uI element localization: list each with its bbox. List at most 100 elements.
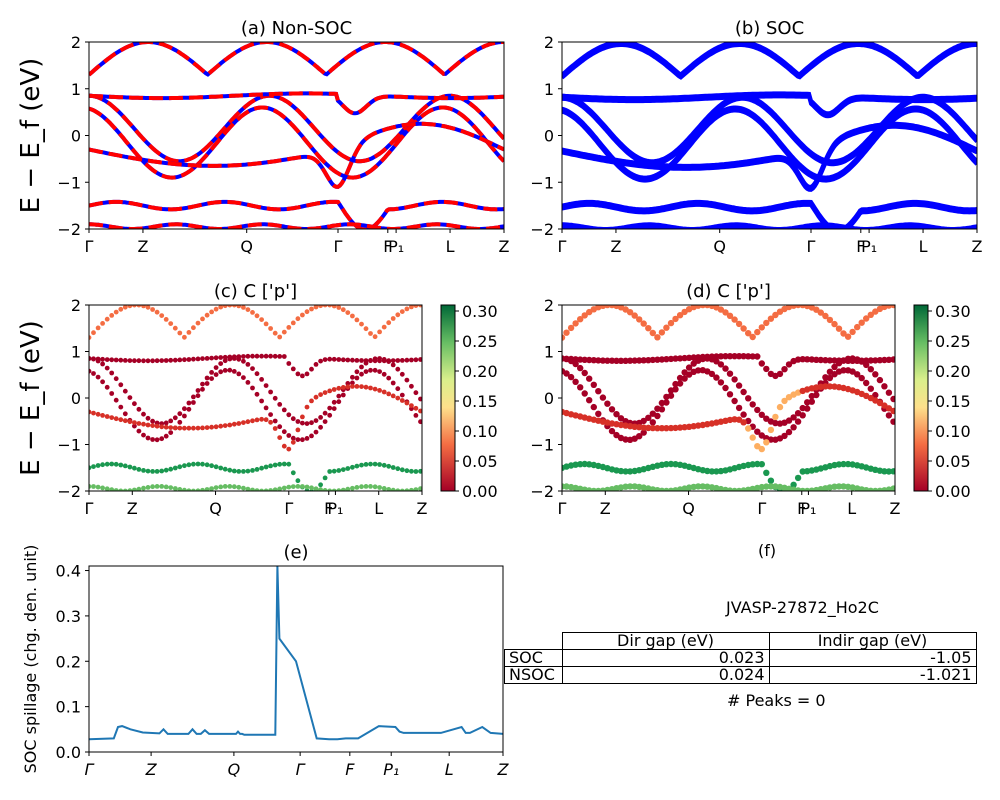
band-point	[182, 413, 187, 419]
band-point	[200, 316, 205, 322]
band-point	[268, 412, 273, 417]
band-point	[290, 470, 296, 476]
xtick-label: Z	[145, 760, 158, 779]
band-point	[222, 484, 228, 489]
band-point	[254, 391, 260, 397]
band-point	[213, 365, 219, 370]
band-point	[277, 424, 283, 430]
band-point	[863, 379, 870, 387]
band-point	[340, 392, 346, 398]
band-point	[304, 309, 310, 315]
band-point	[399, 309, 405, 314]
band-point	[345, 466, 351, 471]
band-point	[626, 309, 634, 316]
band-point	[377, 369, 382, 374]
xtick-label: P₁	[327, 499, 343, 518]
xtick-label: Γ	[296, 760, 306, 779]
band-point	[885, 356, 893, 363]
band-point	[163, 358, 169, 363]
band-point	[322, 475, 328, 481]
band-point	[731, 376, 738, 383]
band-point	[363, 326, 369, 332]
band-point	[649, 356, 656, 364]
band-point	[667, 392, 675, 399]
band-point	[127, 464, 133, 470]
band-point	[885, 412, 893, 419]
ytick-label: −1	[57, 436, 81, 455]
band-point	[154, 469, 160, 474]
band-point	[881, 356, 888, 364]
band-point	[817, 383, 824, 390]
band-point	[840, 367, 847, 374]
band-point	[872, 391, 879, 399]
band-point	[409, 487, 414, 491]
band-point	[300, 373, 305, 379]
band-point	[695, 483, 702, 490]
band-point	[395, 466, 401, 472]
band-point	[281, 354, 287, 359]
band-point	[345, 357, 351, 363]
band-line	[89, 199, 504, 229]
xtick-label: Γ	[558, 237, 567, 256]
band-point	[599, 394, 607, 401]
band-point	[218, 369, 224, 375]
band-point	[359, 364, 364, 370]
band-line	[562, 199, 977, 229]
band-point	[418, 408, 422, 414]
band-point	[150, 307, 156, 312]
band-point	[318, 487, 323, 491]
ytick-label: 0.2	[56, 652, 81, 671]
band-point	[118, 462, 124, 468]
band-point	[141, 411, 146, 417]
xtick-label: Γ	[85, 499, 94, 518]
band-point	[336, 385, 342, 391]
band-point	[200, 356, 205, 361]
colorbar-tick-label: 0.30	[462, 302, 498, 321]
band-point	[881, 383, 888, 390]
band-point	[104, 414, 110, 419]
panel-title-d: (d) C ['p']	[686, 281, 771, 302]
band-point	[89, 409, 92, 415]
colorbar-tick-label: 0.10	[935, 422, 971, 441]
band-point	[885, 468, 893, 475]
band-point	[141, 468, 146, 473]
band-point	[359, 358, 364, 363]
band-point	[763, 415, 770, 422]
band-point	[191, 425, 196, 431]
xtick-label: P₁	[800, 499, 816, 518]
band-point	[645, 424, 652, 432]
band-point	[127, 305, 133, 309]
band-point	[241, 485, 246, 491]
band-point	[204, 487, 210, 491]
band-point	[395, 358, 401, 363]
band-point	[245, 380, 251, 385]
band-point	[331, 399, 337, 405]
band-point	[626, 483, 634, 490]
xtick-label: F	[383, 237, 392, 256]
band-point	[136, 358, 142, 364]
band-point	[336, 305, 342, 310]
ytick-label: −1	[530, 173, 554, 192]
band-point	[141, 485, 146, 491]
band-point	[168, 466, 174, 472]
band-point	[300, 414, 305, 420]
band-point	[150, 469, 156, 474]
band-point	[168, 485, 174, 490]
band-point	[104, 461, 110, 467]
band-point	[263, 488, 269, 491]
panel-title-a: (a) Non-SOC	[241, 18, 352, 39]
band-point	[636, 316, 643, 323]
band-point	[581, 356, 588, 363]
band-point	[636, 433, 643, 440]
band-point	[340, 307, 346, 313]
band-point	[304, 404, 310, 410]
band-point	[236, 371, 242, 377]
band-point	[122, 305, 128, 310]
band-point	[263, 464, 269, 470]
band-point	[204, 375, 210, 381]
band-point	[186, 425, 192, 431]
band-point	[708, 370, 716, 378]
band-point	[404, 488, 410, 491]
band-point	[817, 356, 824, 364]
band-point	[681, 375, 688, 382]
